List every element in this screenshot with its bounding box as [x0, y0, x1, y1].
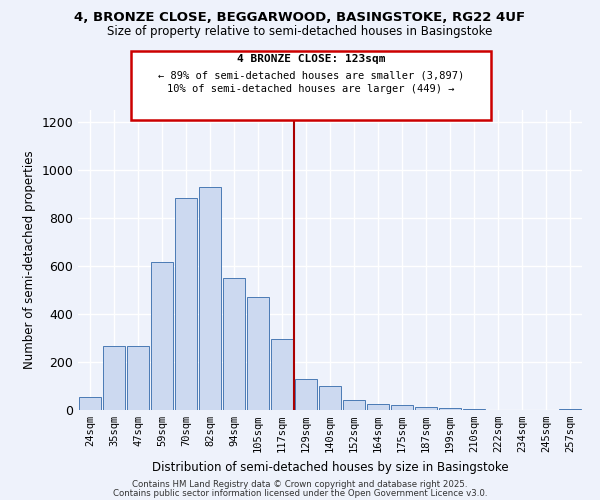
Bar	[79, 397, 101, 410]
Text: 4 BRONZE CLOSE: 123sqm: 4 BRONZE CLOSE: 123sqm	[236, 54, 385, 64]
Text: Size of property relative to semi-detached houses in Basingstoke: Size of property relative to semi-detach…	[107, 25, 493, 38]
Text: ← 89% of semi-detached houses are smaller (3,897): ← 89% of semi-detached houses are smalle…	[158, 70, 464, 81]
Bar	[415, 407, 437, 410]
Bar	[151, 262, 173, 410]
Y-axis label: Number of semi-detached properties: Number of semi-detached properties	[23, 150, 36, 370]
Bar	[391, 405, 413, 410]
Text: Contains public sector information licensed under the Open Government Licence v3: Contains public sector information licen…	[113, 488, 487, 498]
Bar	[367, 404, 389, 410]
X-axis label: Distribution of semi-detached houses by size in Basingstoke: Distribution of semi-detached houses by …	[152, 460, 508, 473]
Bar	[319, 386, 341, 410]
Text: 4, BRONZE CLOSE, BEGGARWOOD, BASINGSTOKE, RG22 4UF: 4, BRONZE CLOSE, BEGGARWOOD, BASINGSTOKE…	[74, 11, 526, 24]
Text: Contains HM Land Registry data © Crown copyright and database right 2025.: Contains HM Land Registry data © Crown c…	[132, 480, 468, 489]
Bar	[223, 278, 245, 410]
Bar	[247, 297, 269, 410]
Bar	[439, 408, 461, 410]
Bar	[559, 409, 581, 410]
Bar	[103, 346, 125, 410]
Bar	[295, 379, 317, 410]
Bar	[271, 339, 293, 410]
Bar	[175, 198, 197, 410]
Bar	[199, 187, 221, 410]
Bar	[127, 346, 149, 410]
Text: 10% of semi-detached houses are larger (449) →: 10% of semi-detached houses are larger (…	[167, 84, 455, 94]
Bar	[343, 400, 365, 410]
